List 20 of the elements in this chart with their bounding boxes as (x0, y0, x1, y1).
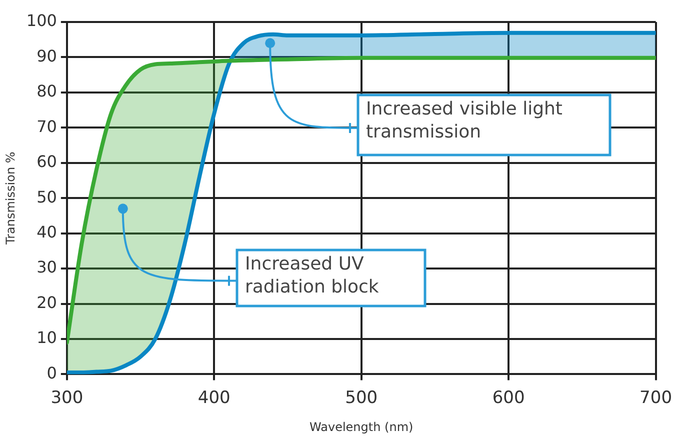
y-tick-label: 70 (36, 116, 57, 136)
x-tick-label: 700 (640, 388, 672, 408)
y-tick-label: 30 (36, 258, 57, 277)
y-tick-label: 20 (36, 292, 57, 312)
y-tick-label: 50 (36, 187, 57, 206)
y-axis-title: Transmission % (3, 152, 18, 246)
x-tick-label: 400 (198, 388, 230, 408)
y-tick-label: 100 (26, 11, 57, 30)
y-tick-label: 90 (36, 46, 57, 66)
x-tick-label: 600 (492, 388, 525, 408)
y-tick-label: 60 (36, 152, 57, 172)
y-tick-label: 0 (46, 363, 57, 382)
y-tick-label: 80 (36, 82, 57, 101)
y-tick-label: 10 (36, 328, 57, 348)
x-tick-label: 300 (50, 388, 84, 408)
annotation: Increased visible light transmission (366, 98, 562, 143)
x-tick-label: 500 (345, 388, 378, 408)
x-axis-title: Wavelength (nm) (310, 420, 414, 434)
y-tick-label: 40 (36, 222, 57, 242)
annotation: Increased UV radiation block (245, 254, 380, 298)
